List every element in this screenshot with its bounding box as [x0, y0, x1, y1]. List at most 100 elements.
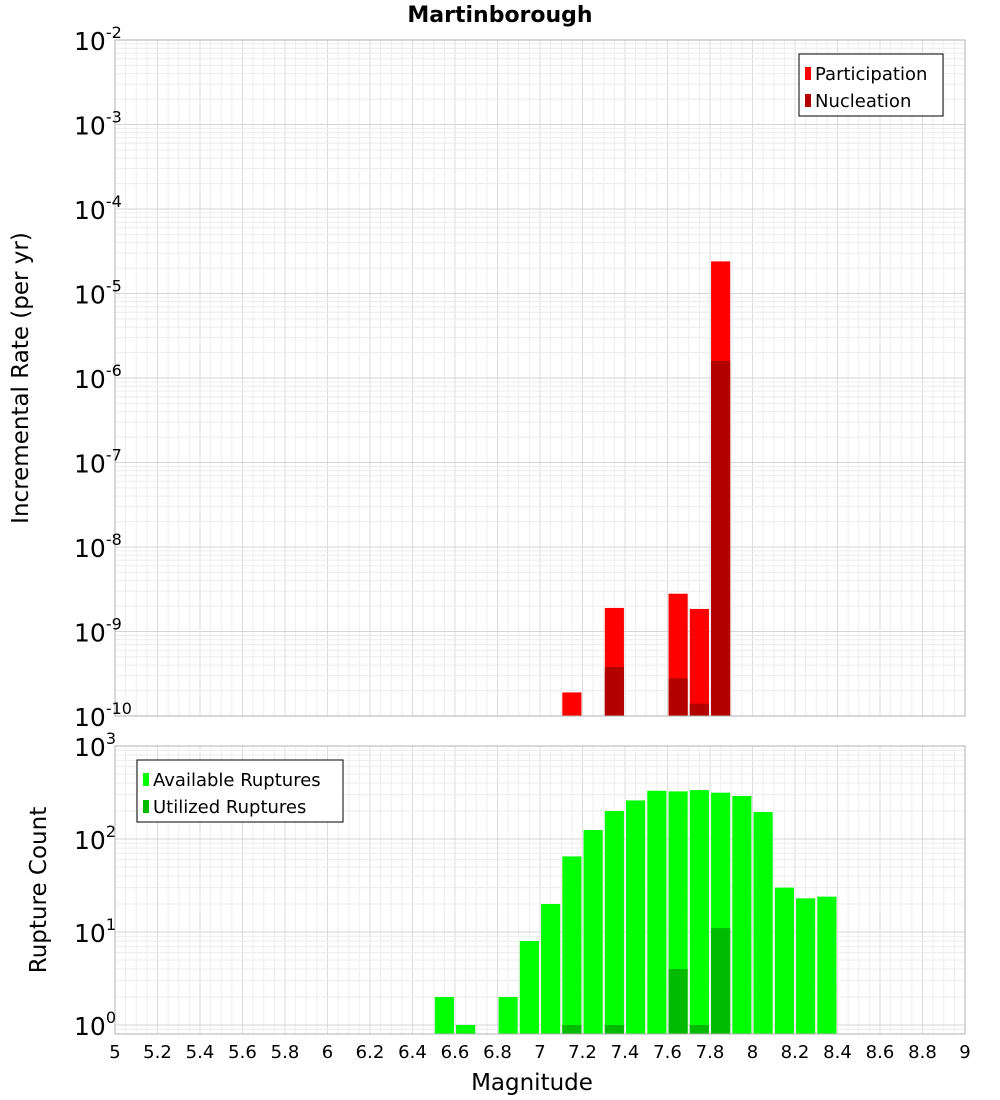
legend-box	[136, 759, 344, 823]
bar-utilized-ruptures	[562, 1024, 582, 1034]
x-tick-label: 6.2	[356, 1042, 385, 1063]
y-tick-label: 102	[74, 822, 116, 855]
x-tick-label: 8.4	[823, 1042, 852, 1063]
grid	[114, 39, 966, 717]
y-tick-base: 10	[74, 733, 106, 762]
y-tick-exponent: -10	[106, 699, 132, 718]
y-tick-exponent: -5	[106, 277, 122, 296]
y-tick-base: 10	[74, 703, 106, 732]
y-tick-label: 10-2	[74, 23, 122, 56]
series-utilized-ruptures	[562, 928, 731, 1034]
legend-swatch	[805, 94, 811, 107]
x-tick-label: 7.4	[611, 1042, 640, 1063]
legend: Participation Nucleation	[798, 53, 944, 117]
legend-box	[798, 53, 944, 117]
bar-available-ruptures	[774, 887, 794, 1034]
x-tick-label: 6.4	[398, 1042, 427, 1063]
bar-available-ruptures	[562, 856, 582, 1034]
bar-utilized-ruptures	[711, 928, 731, 1034]
bar-available-ruptures	[541, 903, 561, 1034]
y-tick-base: 10	[74, 826, 106, 855]
panel-1: 10-1010-910-810-710-610-510-410-310-2Inc…	[8, 3, 966, 732]
bar-available-ruptures	[456, 1024, 476, 1034]
bar-available-ruptures	[647, 790, 667, 1034]
y-tick-label: 10-3	[74, 108, 122, 141]
y-tick-exponent: 1	[106, 915, 116, 934]
x-tick-label: 8.8	[908, 1042, 937, 1063]
bar-available-ruptures	[498, 996, 518, 1034]
x-tick-label: 5	[109, 1042, 120, 1063]
bar-available-ruptures	[626, 800, 646, 1034]
y-tick-label: 103	[74, 729, 116, 762]
bar-available-ruptures	[689, 790, 709, 1034]
bar-nucleation	[711, 360, 731, 716]
x-tick-label: 6.8	[483, 1042, 512, 1063]
bar-utilized-ruptures	[689, 1024, 709, 1034]
y-tick-label: 100	[74, 1008, 116, 1041]
legend-swatch	[143, 773, 149, 786]
legend-swatch	[143, 800, 149, 813]
y-tick-base: 10	[74, 112, 106, 141]
legend-swatch	[805, 67, 811, 80]
y-tick-label: 10-8	[74, 530, 122, 563]
y-tick-exponent: -4	[106, 192, 122, 211]
bar-utilized-ruptures	[604, 1024, 624, 1034]
x-tick-label: 5.4	[186, 1042, 215, 1063]
y-tick-exponent: -9	[106, 615, 122, 634]
y-tick-base: 10	[74, 450, 106, 479]
y-tick-exponent: -8	[106, 530, 122, 549]
y-tick-label: 10-6	[74, 361, 122, 394]
legend-label: Utilized Ruptures	[153, 797, 306, 818]
x-tick-label: 5.2	[143, 1042, 172, 1063]
y-tick-base: 10	[74, 196, 106, 225]
y-tick-exponent: -7	[106, 446, 122, 465]
y-tick-exponent: -6	[106, 361, 122, 380]
y-tick-base: 10	[74, 281, 106, 310]
y-tick-base: 10	[74, 534, 106, 563]
plot-frame	[114, 745, 966, 1035]
y-tick-exponent: 2	[106, 822, 116, 841]
y-tick-label: 10-10	[74, 699, 132, 732]
x-tick-label: 7	[534, 1042, 545, 1063]
x-axis-label: Magnitude	[471, 1070, 593, 1096]
chart-title: Martinborough	[407, 3, 592, 28]
x-tick-label: 7.8	[696, 1042, 725, 1063]
x-tick-label: 8	[747, 1042, 758, 1063]
y-tick-base: 10	[74, 619, 106, 648]
legend-label: Nucleation	[815, 91, 911, 112]
legend: Available Ruptures Utilized Ruptures	[136, 759, 344, 823]
x-tick-label: 6	[322, 1042, 333, 1063]
x-tick-label: 8.6	[866, 1042, 895, 1063]
legend-label: Available Ruptures	[153, 770, 321, 791]
x-tick-label: 7.2	[568, 1042, 597, 1063]
y-axis-label: Incremental Rate (per yr)	[8, 232, 34, 524]
x-tick-label: 6.6	[441, 1042, 470, 1063]
plot-frame	[114, 39, 966, 717]
y-tick-exponent: -3	[106, 108, 122, 127]
y-tick-exponent: 0	[106, 1008, 116, 1027]
bar-nucleation	[668, 678, 688, 716]
y-tick-label: 10-9	[74, 615, 122, 648]
y-tick-base: 10	[74, 365, 106, 394]
bar-available-ruptures	[753, 812, 773, 1034]
y-tick-label: 10-5	[74, 277, 122, 310]
y-axis-label: Rupture Count	[26, 807, 52, 973]
bar-available-ruptures	[583, 829, 603, 1034]
y-tick-exponent: 3	[106, 729, 116, 748]
x-tick-label: 7.6	[653, 1042, 682, 1063]
y-tick-exponent: -2	[106, 23, 122, 42]
bar-available-ruptures	[434, 996, 454, 1034]
bar-available-ruptures	[796, 898, 816, 1034]
y-tick-base: 10	[74, 1012, 106, 1041]
y-tick-base: 10	[74, 919, 106, 948]
y-tick-label: 10-4	[74, 192, 122, 225]
bar-available-ruptures	[732, 795, 752, 1034]
x-tick-label: 5.8	[271, 1042, 300, 1063]
bar-nucleation	[689, 703, 709, 716]
y-tick-label: 10-7	[74, 446, 122, 479]
legend-label: Participation	[815, 64, 927, 85]
y-tick-base: 10	[74, 27, 106, 56]
bar-utilized-ruptures	[668, 968, 688, 1034]
